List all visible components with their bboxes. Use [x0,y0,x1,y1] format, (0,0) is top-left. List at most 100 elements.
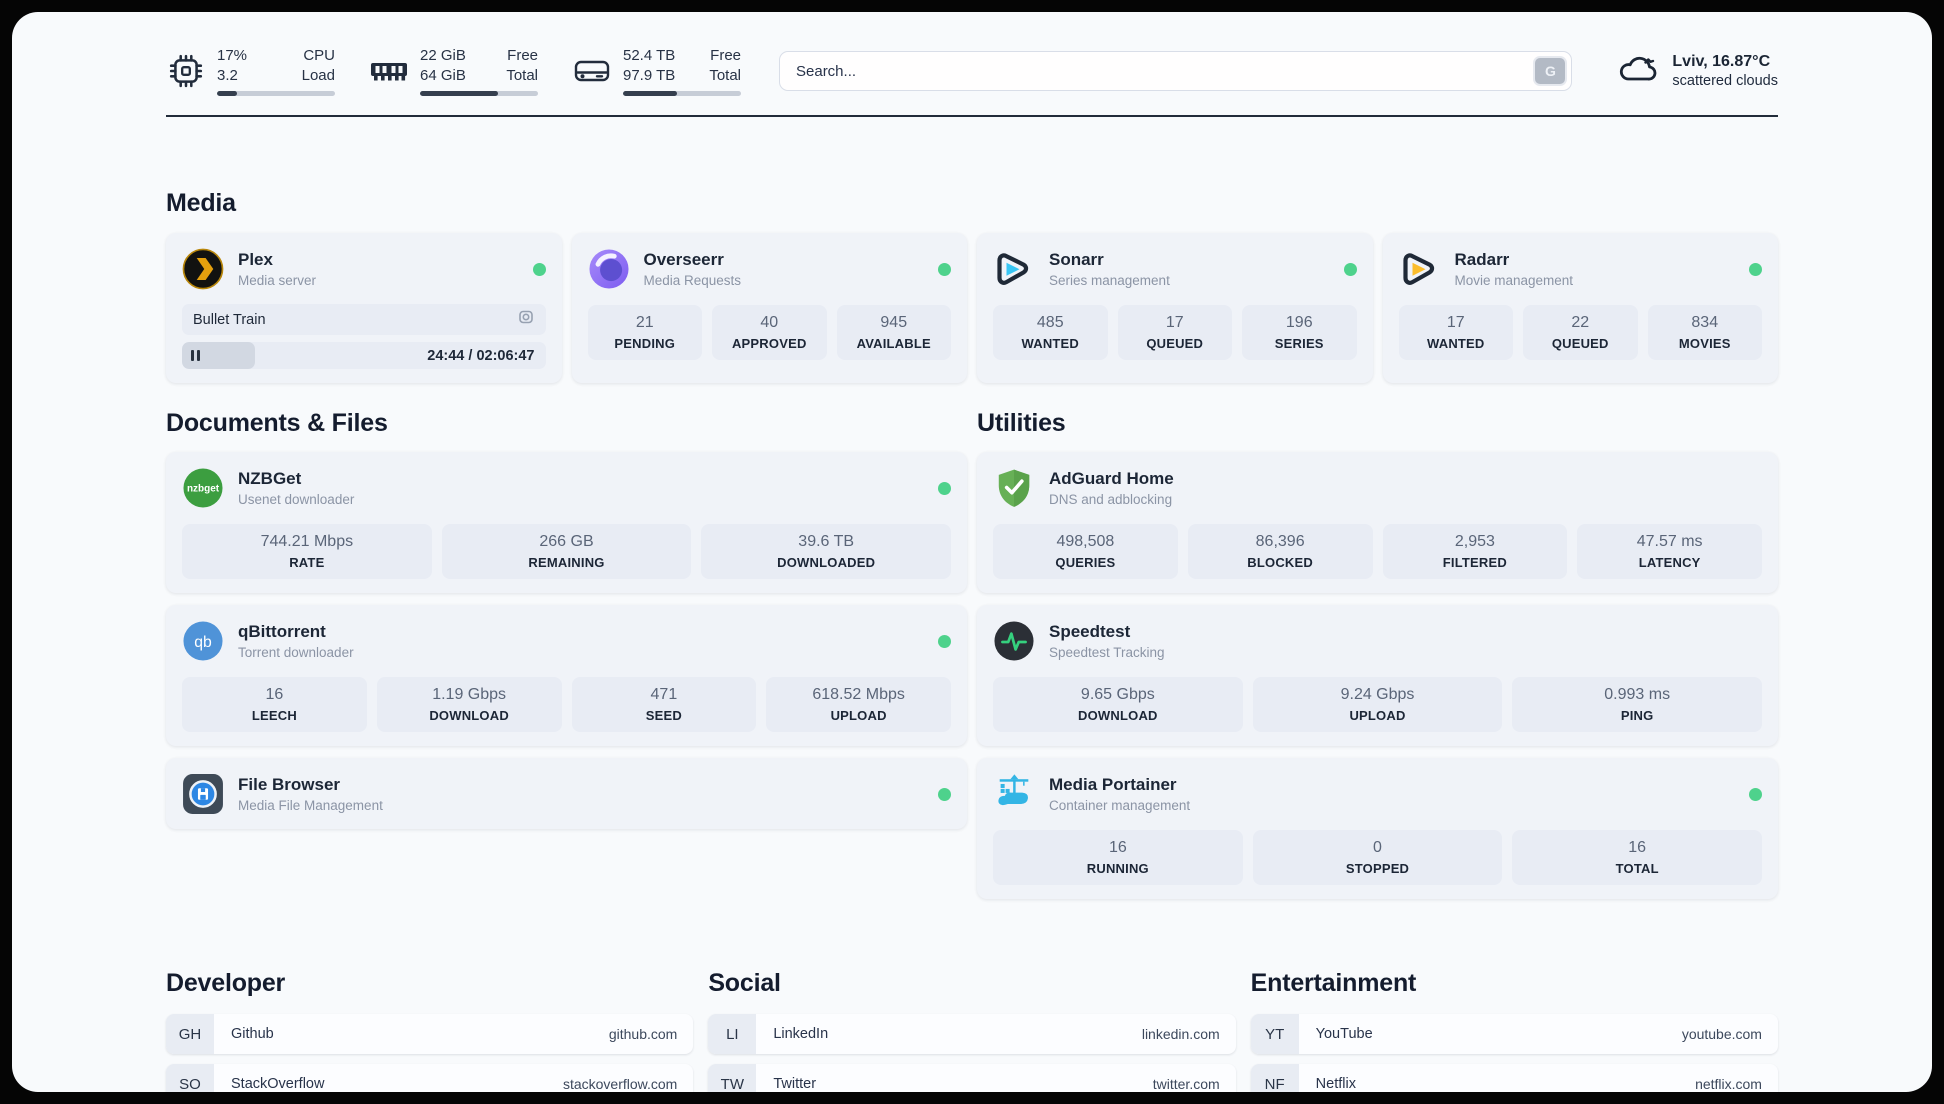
bookmark-name: LinkedIn [773,1026,829,1042]
stat-total: 16 TOTAL [1512,830,1763,885]
disk-progress-bar [623,91,741,96]
memory-stat: 22 GiB 64 GiB Free Total [369,46,538,96]
stat-running: 16 RUNNING [993,830,1243,885]
bookmark-netflix[interactable]: NF Netflix netflix.com [1250,1064,1778,1092]
bookmark-url: netflix.com [1695,1076,1762,1092]
stat-wanted: 485 WANTED [993,305,1108,360]
top-bar: 17% 3.2 CPU Load [166,46,1778,96]
app-description: Usenet downloader [238,492,355,507]
app-card-portainer[interactable]: Media Portainer Container management 16 R… [977,758,1778,899]
bookmark-youtube[interactable]: YT YouTube youtube.com [1250,1014,1778,1054]
stat-queries: 498,508 QUERIES [993,524,1178,579]
stat-download: 9.65 Gbps DOWNLOAD [993,677,1243,732]
bookmark-abbr: SO [166,1064,214,1092]
app-card-plex[interactable]: Plex Media server Bullet Train [166,233,562,383]
svg-text:nzbget: nzbget [187,484,220,495]
app-card-overseerr[interactable]: Overseerr Media Requests 21 PENDING 40 APP… [571,233,967,383]
memory-free-value: 22 GiB [420,47,466,64]
app-name: NZBGet [238,469,302,488]
bookmark-abbr: GH [166,1014,214,1054]
weather-condition: scattered clouds [1672,73,1778,89]
app-card-qbittorrent[interactable]: qb qBittorrent Torrent downloader 16 LEEC… [166,605,967,746]
system-stats: 17% 3.2 CPU Load [166,46,741,96]
stat-downloaded: 39.6 TB DOWNLOADED [701,524,952,579]
qbittorrent-icon: qb [182,620,224,662]
app-description: Movie management [1454,273,1574,288]
app-card-nzbget[interactable]: nzbget NZBGet Usenet downloader 744.21 M… [166,452,967,593]
radarr-icon [1399,248,1441,290]
bookmark-github[interactable]: GH Github github.com [166,1014,694,1054]
pause-icon[interactable] [191,350,200,361]
app-description: DNS and adblocking [1049,492,1173,507]
stat-seed: 471 SEED [571,677,757,732]
stat-queued: 22 QUEUED [1523,305,1638,360]
section-title-social: Social [708,969,781,997]
section-title-utilities: Utilities [977,409,1066,437]
app-name: Radarr [1454,250,1510,269]
stat-leech: 16 LEECH [182,677,367,732]
stat-blocked: 86,396 BLOCKED [1187,524,1373,579]
now-playing-track[interactable]: Bullet Train [182,304,546,335]
bookmark-abbr: NF [1250,1064,1299,1092]
search-input[interactable] [779,51,1573,91]
status-online-dot [938,634,951,648]
utilities-column: Utilities AdGuard Home DNS and adblockin… [977,409,1778,899]
playback-time: 24:44 / 02:06:47 [427,347,535,364]
disk-stat: 52.4 TB 97.9 TB Free Total [572,46,741,96]
bookmark-abbr: TW [708,1064,757,1092]
svg-text:qb: qb [194,634,212,651]
app-name: Speedtest [1049,622,1131,641]
app-name: Plex [238,250,273,269]
status-online-dot [938,787,951,801]
stat-queued: 17 QUEUED [1117,305,1232,360]
memory-total-value: 64 GiB [420,66,466,84]
stat-ping: 0.993 ms PING [1512,677,1763,732]
bookmark-url: stackoverflow.com [562,1076,678,1092]
overseerr-icon [588,248,630,290]
stat-rate: 744.21 Mbps RATE [182,524,432,579]
nzbget-icon: nzbget [182,467,224,509]
adguard-icon [993,467,1035,509]
app-card-filebrowser[interactable]: File Browser Media File Management [166,758,967,829]
memory-free-label: Free [507,47,538,64]
bookmark-twitter[interactable]: TW Twitter twitter.com [708,1064,1236,1092]
app-description: Torrent downloader [238,645,354,660]
search-engine-button[interactable]: G [1533,56,1568,86]
bookmark-name: YouTube [1315,1026,1373,1042]
app-name: Overseerr [643,250,724,269]
plex-now-playing: Bullet Train 24:44 / 02:06:47 [182,304,546,369]
stat-pending: 21 PENDING [587,305,702,360]
header-divider [166,115,1778,117]
status-online-dot [1343,262,1357,276]
sonarr-icon [993,248,1035,290]
app-name: File Browser [238,775,341,794]
stat-available: 945 AVAILABLE [836,305,951,360]
app-description: Speedtest Tracking [1049,645,1165,660]
app-card-adguard[interactable]: AdGuard Home DNS and adblocking 498,508 Q… [977,452,1778,593]
memory-total-label: Total [506,66,538,84]
app-card-sonarr[interactable]: Sonarr Series management 485 WANTED 17 QUE… [977,233,1373,383]
playback-progress-fill [182,342,255,369]
stat-filtered: 2,953 FILTERED [1382,524,1568,579]
status-online-dot [938,481,951,495]
bookmark-linkedin[interactable]: LI LinkedIn linkedin.com [708,1014,1236,1054]
disk-total-value: 97.9 TB [623,66,676,84]
documents-column: Documents & Files nzbget NZBGet Usenet d… [166,409,967,899]
section-title-entertainment: Entertainment [1250,969,1417,997]
playback-progress-bar[interactable]: 24:44 / 02:06:47 [182,342,546,369]
stat-latency: 47.57 ms LATENCY [1577,524,1762,579]
stat-series: 196 SERIES [1242,305,1357,360]
app-card-speedtest[interactable]: Speedtest Speedtest Tracking 9.65 Gbps DO… [977,605,1778,746]
stat-stopped: 0 STOPPED [1252,830,1503,885]
bookmark-stackoverflow[interactable]: SO StackOverflow stackoverflow.com [166,1064,694,1092]
weather-widget[interactable]: Lviv, 16.87°C scattered clouds [1614,51,1778,92]
status-online-dot [1749,787,1762,801]
dashboard-page: 17% 3.2 CPU Load [12,12,1932,1092]
stat-download: 1.19 Gbps DOWNLOAD [376,677,562,732]
app-card-radarr[interactable]: Radarr Movie management 17 WANTED 22 QUEUE… [1382,233,1778,383]
bookmark-url: twitter.com [1152,1076,1220,1092]
bookmark-abbr: YT [1250,1014,1299,1054]
stat-remaining: 266 GB REMAINING [441,524,692,579]
status-online-dot [1749,262,1762,276]
